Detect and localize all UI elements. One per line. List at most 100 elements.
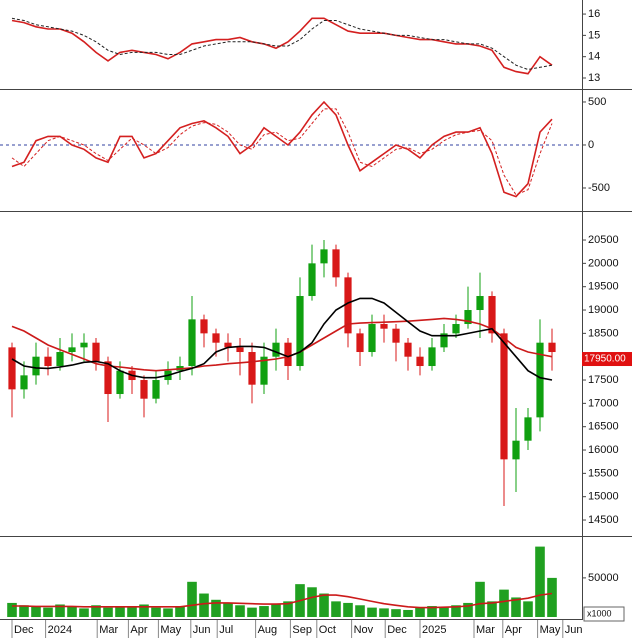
candle-body (404, 342, 412, 357)
series-line (11, 100, 553, 198)
y-tick-label: 16500 (588, 421, 619, 433)
y-tick-label: 17500 (588, 374, 619, 386)
volume-bar (427, 606, 437, 617)
x-tick-label: Apr (130, 624, 147, 636)
volume-bar (67, 606, 77, 617)
volume-bar (511, 597, 521, 617)
y-tick-label: 0 (588, 139, 594, 151)
x-tick-label: 2025 (422, 624, 446, 636)
candle-body (284, 342, 292, 367)
candle-body (356, 333, 364, 353)
volume-bar (535, 546, 545, 617)
series-line (11, 297, 553, 381)
candle-body (272, 342, 280, 357)
candle-body (92, 342, 100, 362)
series-line (12, 592, 553, 609)
volume-bar (259, 606, 269, 617)
volume-bar (307, 587, 317, 617)
x-tick-label: Jul (219, 624, 233, 636)
y-tick-label: 50000 (588, 572, 619, 584)
candle-body (116, 370, 124, 395)
x-tick-label: Nov (354, 624, 374, 636)
x-tick-label: Oct (319, 624, 336, 636)
volume-bar (79, 608, 89, 617)
candle-body (140, 380, 148, 399)
series-line (11, 17, 553, 75)
candle-body (380, 324, 388, 329)
candle-body (8, 347, 16, 390)
x-tick-label: 2024 (48, 624, 72, 636)
volume-bar (115, 606, 125, 617)
y-tick-label: 20000 (588, 257, 619, 269)
volume-bar (31, 606, 41, 617)
x-tick-label: May (540, 624, 561, 636)
volume-bar (523, 601, 533, 617)
series-line (11, 17, 553, 71)
candle-body (512, 440, 520, 460)
candle-body (500, 333, 508, 460)
candle-body (440, 333, 448, 348)
volume-bar (127, 606, 137, 617)
volume-bar (163, 608, 173, 617)
volume-bar (7, 602, 17, 617)
volume-bar (103, 607, 113, 617)
candle-body (44, 356, 52, 367)
volume-bar (19, 605, 29, 617)
candle-body (416, 356, 424, 367)
x-tick-label: Mar (99, 624, 118, 636)
volume-bar (355, 605, 365, 617)
volume-bar (211, 599, 221, 617)
x-tick-label: Jun (193, 624, 211, 636)
candle-body (200, 319, 208, 334)
volume-bar (487, 601, 497, 617)
volume-bar (331, 601, 341, 617)
x-tick-label: Dec (14, 624, 34, 636)
candle-body (236, 347, 244, 353)
y-tick-label: 18500 (588, 327, 619, 339)
volume-bar (547, 577, 557, 617)
candle-body (188, 319, 196, 367)
last-price-label: 17950.00 (584, 354, 626, 365)
volume-bar (475, 581, 485, 617)
volume-bar (343, 602, 353, 617)
volume-bar (139, 604, 149, 617)
candle-body (392, 328, 400, 343)
x-tick-label: Dec (387, 624, 407, 636)
candle-body (524, 417, 532, 441)
y-tick-label: 14500 (588, 514, 619, 526)
y-tick-label: 15 (588, 29, 600, 41)
volume-bar (499, 589, 509, 617)
y-tick-label: 15500 (588, 467, 619, 479)
candle-body (20, 375, 28, 390)
volume-bar (151, 607, 161, 617)
unit-box (583, 606, 625, 622)
volume-bar (379, 608, 389, 617)
y-tick-label: 17000 (588, 397, 619, 409)
y-tick-label: 500 (588, 96, 606, 108)
volume-bar (403, 609, 413, 617)
volume-bar (451, 605, 461, 617)
candle-body (464, 310, 472, 325)
volume-bar (463, 602, 473, 617)
candle-body (260, 356, 268, 385)
last-price-box (582, 352, 632, 367)
y-tick-label: 15000 (588, 491, 619, 503)
y-tick-label: 16 (588, 8, 600, 20)
y-tick-label: 20500 (588, 234, 619, 246)
volume-bar (199, 593, 209, 617)
candle-body (536, 342, 544, 418)
candle-body (248, 352, 256, 385)
candle-body (152, 380, 160, 399)
volume-bar (271, 604, 281, 617)
candle-body (344, 277, 352, 334)
x-tick-label: Sep (292, 624, 312, 636)
candle-body (548, 342, 556, 353)
candle-body (320, 249, 328, 264)
candle-body (476, 296, 484, 311)
candle-body (56, 352, 64, 367)
candle-body (32, 356, 40, 376)
volume-bar (439, 607, 449, 617)
